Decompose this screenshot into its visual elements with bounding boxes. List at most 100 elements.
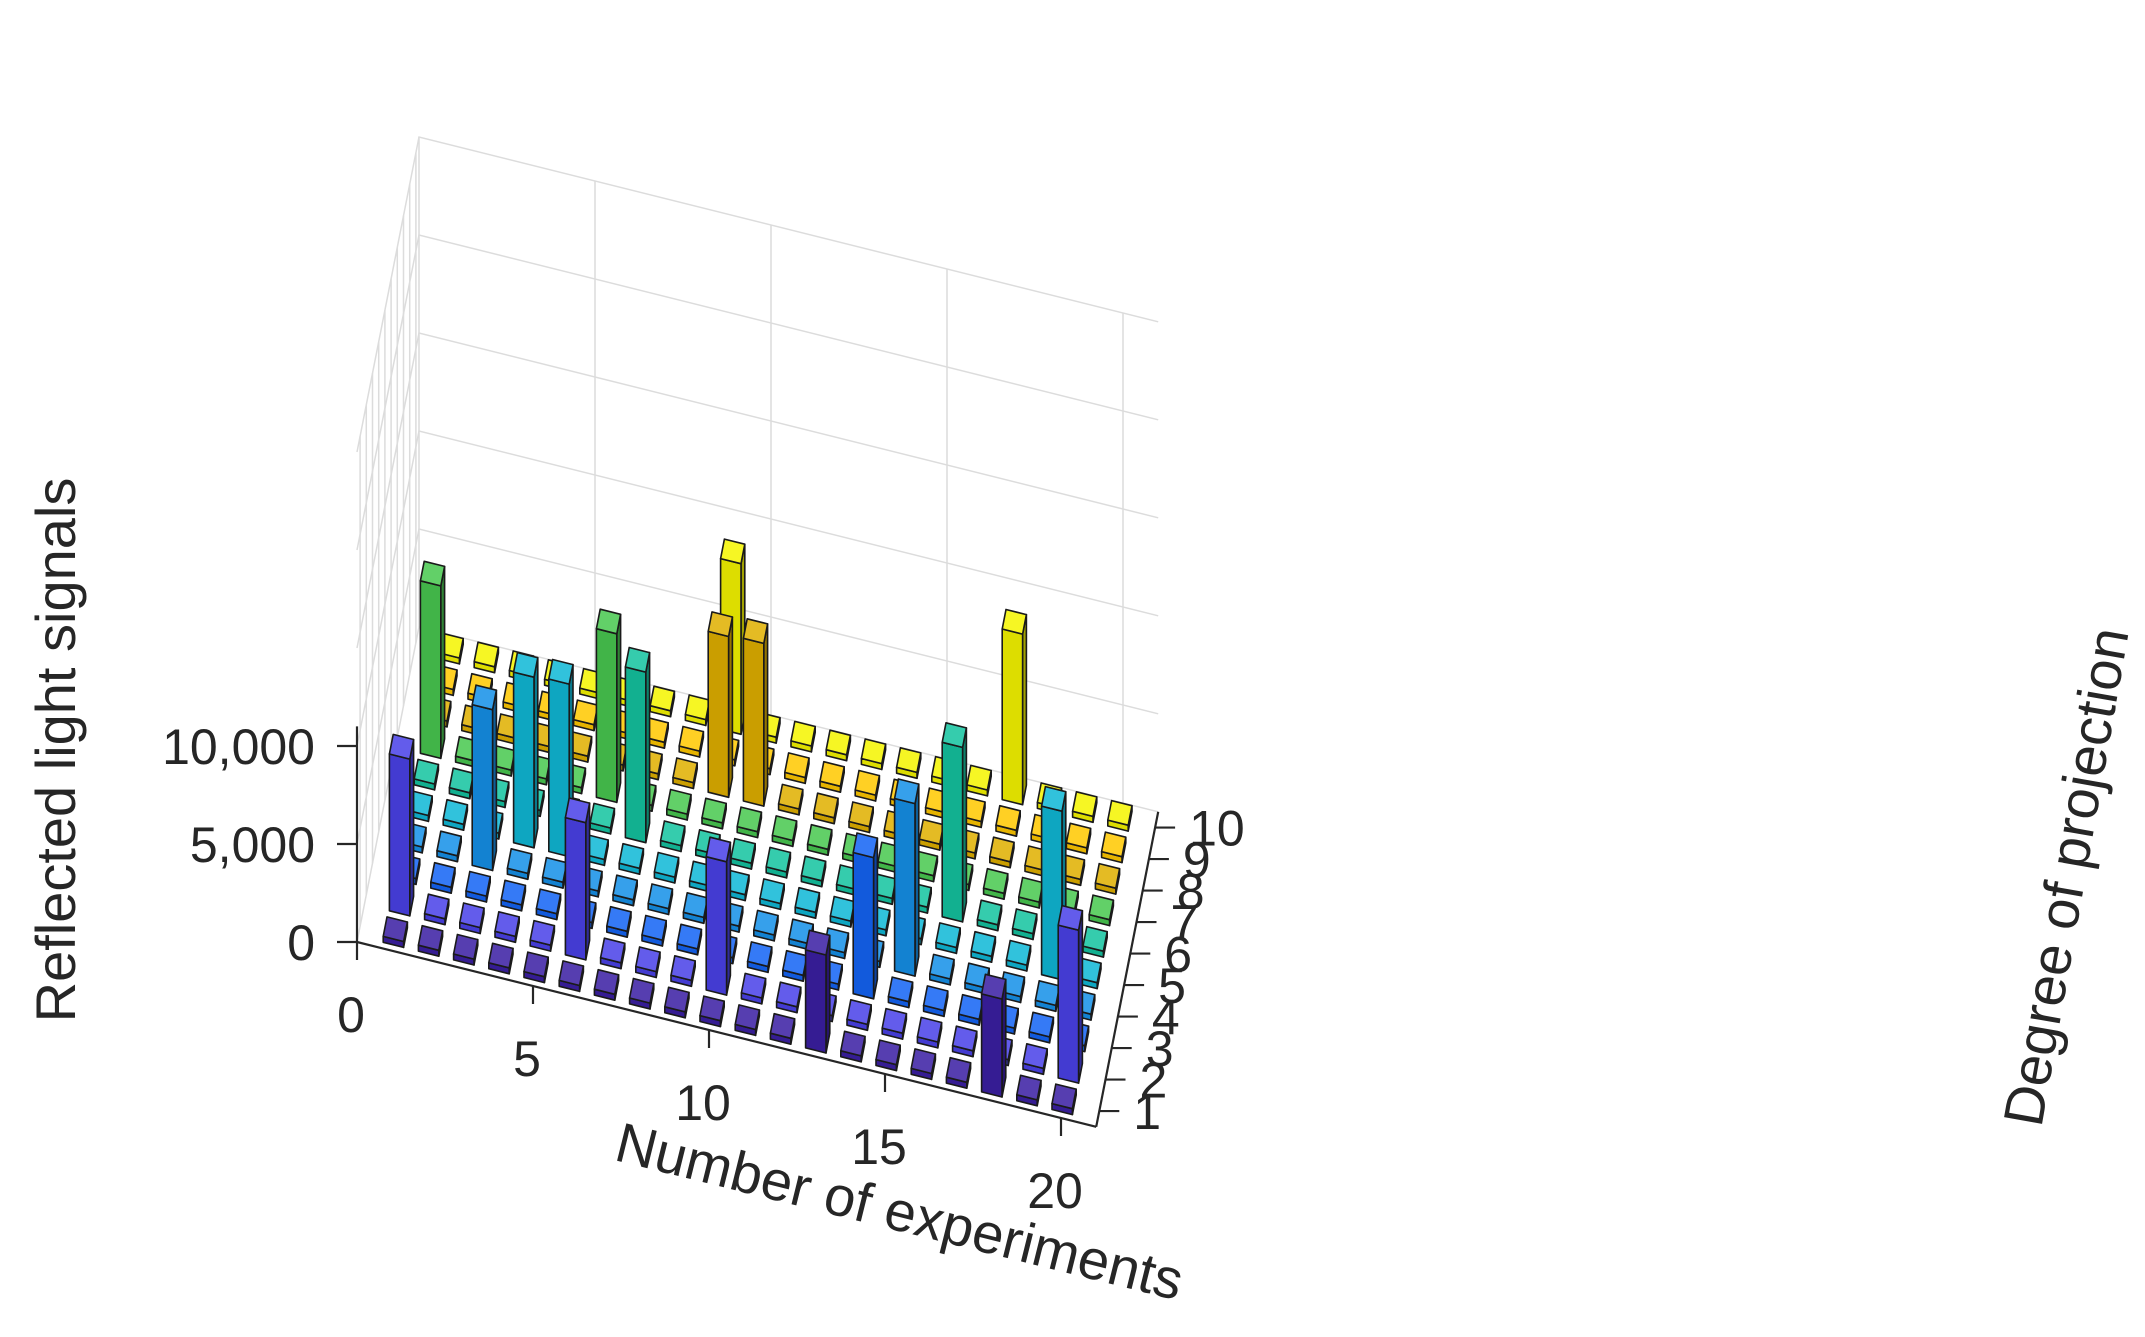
bar bbox=[1088, 894, 1115, 927]
bar-top-face bbox=[678, 725, 705, 752]
bar bbox=[1051, 1083, 1077, 1116]
bar bbox=[970, 930, 997, 964]
bar bbox=[523, 951, 550, 984]
bar bbox=[846, 998, 873, 1032]
z-axis-title: Reflected light signals bbox=[24, 478, 87, 1023]
bar-top-face bbox=[736, 806, 763, 833]
y-tick-label: 4 bbox=[1152, 990, 1180, 1046]
bar-top-face bbox=[429, 861, 456, 889]
x-tick-label: 15 bbox=[851, 1119, 907, 1175]
bar bbox=[500, 879, 527, 912]
x-tick-label: 0 bbox=[337, 987, 365, 1043]
bar bbox=[670, 954, 697, 988]
bar bbox=[1071, 790, 1098, 824]
bar-top-face bbox=[593, 968, 620, 996]
bar bbox=[1034, 979, 1061, 1013]
bar-top-face bbox=[436, 830, 463, 857]
bar-top-face bbox=[1065, 822, 1092, 849]
bar bbox=[794, 886, 821, 920]
bar bbox=[589, 802, 616, 835]
bar bbox=[678, 725, 705, 758]
bar bbox=[628, 977, 655, 1010]
bar-front-face bbox=[595, 627, 618, 804]
bar-top-face bbox=[535, 888, 562, 915]
bar-front-face bbox=[742, 637, 765, 807]
bar-front-face bbox=[388, 753, 411, 917]
bar-top-face bbox=[964, 962, 991, 989]
bar bbox=[1100, 831, 1127, 864]
bar-top-face bbox=[980, 973, 1007, 1000]
bar-top-face bbox=[976, 899, 1003, 926]
bar bbox=[852, 832, 879, 1000]
bar bbox=[624, 646, 651, 844]
bar-top-face bbox=[419, 560, 446, 587]
bar-top-face bbox=[1071, 790, 1098, 818]
bar-top-face bbox=[970, 930, 997, 958]
bar bbox=[676, 923, 703, 956]
bar bbox=[752, 909, 779, 942]
bar-top-face bbox=[839, 1030, 866, 1057]
bar bbox=[806, 823, 833, 857]
bar-top-face bbox=[945, 1056, 972, 1084]
bar bbox=[887, 976, 914, 1009]
bar bbox=[465, 870, 492, 903]
bar bbox=[945, 1056, 972, 1089]
bar bbox=[976, 899, 1003, 932]
bar bbox=[781, 949, 808, 983]
bar-top-face bbox=[775, 981, 802, 1008]
bar-top-face bbox=[995, 804, 1022, 832]
bar bbox=[812, 792, 839, 825]
bar bbox=[448, 767, 475, 800]
bar bbox=[699, 995, 726, 1028]
bar bbox=[473, 641, 500, 674]
bar bbox=[769, 1012, 796, 1045]
bar-top-face bbox=[572, 699, 599, 726]
bar bbox=[529, 919, 556, 952]
bar-top-face bbox=[771, 815, 798, 842]
z-tick-label: 0 bbox=[287, 915, 315, 971]
bar-top-face bbox=[800, 855, 827, 882]
bar bbox=[684, 694, 711, 727]
bar bbox=[1017, 876, 1044, 909]
bar-top-face bbox=[612, 874, 639, 901]
bar bbox=[541, 856, 568, 889]
bar bbox=[1022, 1043, 1048, 1076]
bar-top-face bbox=[684, 694, 711, 721]
bar-top-face bbox=[506, 847, 533, 875]
y-tick-label: 6 bbox=[1164, 927, 1192, 983]
bar bbox=[875, 1039, 902, 1072]
bar-top-face bbox=[465, 870, 492, 897]
bars bbox=[382, 538, 1133, 1116]
bar bbox=[1094, 862, 1121, 895]
bar-top-face bbox=[647, 883, 674, 910]
bar bbox=[506, 847, 533, 881]
bar bbox=[1057, 904, 1084, 1084]
bar-top-face bbox=[966, 764, 993, 791]
bar-top-face bbox=[558, 960, 585, 987]
bar bbox=[458, 902, 485, 935]
bar-top-face bbox=[752, 909, 779, 936]
bar-top-face bbox=[1022, 1043, 1048, 1070]
bar bbox=[494, 910, 521, 944]
y-tick-label: 10 bbox=[1189, 801, 1245, 857]
axis-lines bbox=[337, 726, 1176, 1136]
bar-top-face bbox=[730, 837, 757, 865]
bar-top-face bbox=[541, 856, 568, 884]
bar bbox=[854, 769, 881, 802]
bar-top-face bbox=[676, 923, 703, 950]
bar-top-face bbox=[734, 1004, 761, 1031]
bar bbox=[593, 968, 620, 1002]
bar bbox=[605, 905, 632, 939]
bar-top-face bbox=[941, 721, 968, 749]
bar bbox=[707, 611, 734, 799]
bar-top-face bbox=[804, 929, 831, 956]
bar-top-face bbox=[875, 1039, 902, 1066]
bar bbox=[819, 760, 846, 794]
bar-front-face bbox=[707, 630, 730, 799]
bar-top-face bbox=[1011, 908, 1038, 935]
bar bbox=[641, 914, 668, 947]
bar bbox=[829, 895, 856, 928]
bar-top-face bbox=[618, 842, 645, 870]
bar-top-face bbox=[672, 757, 699, 784]
